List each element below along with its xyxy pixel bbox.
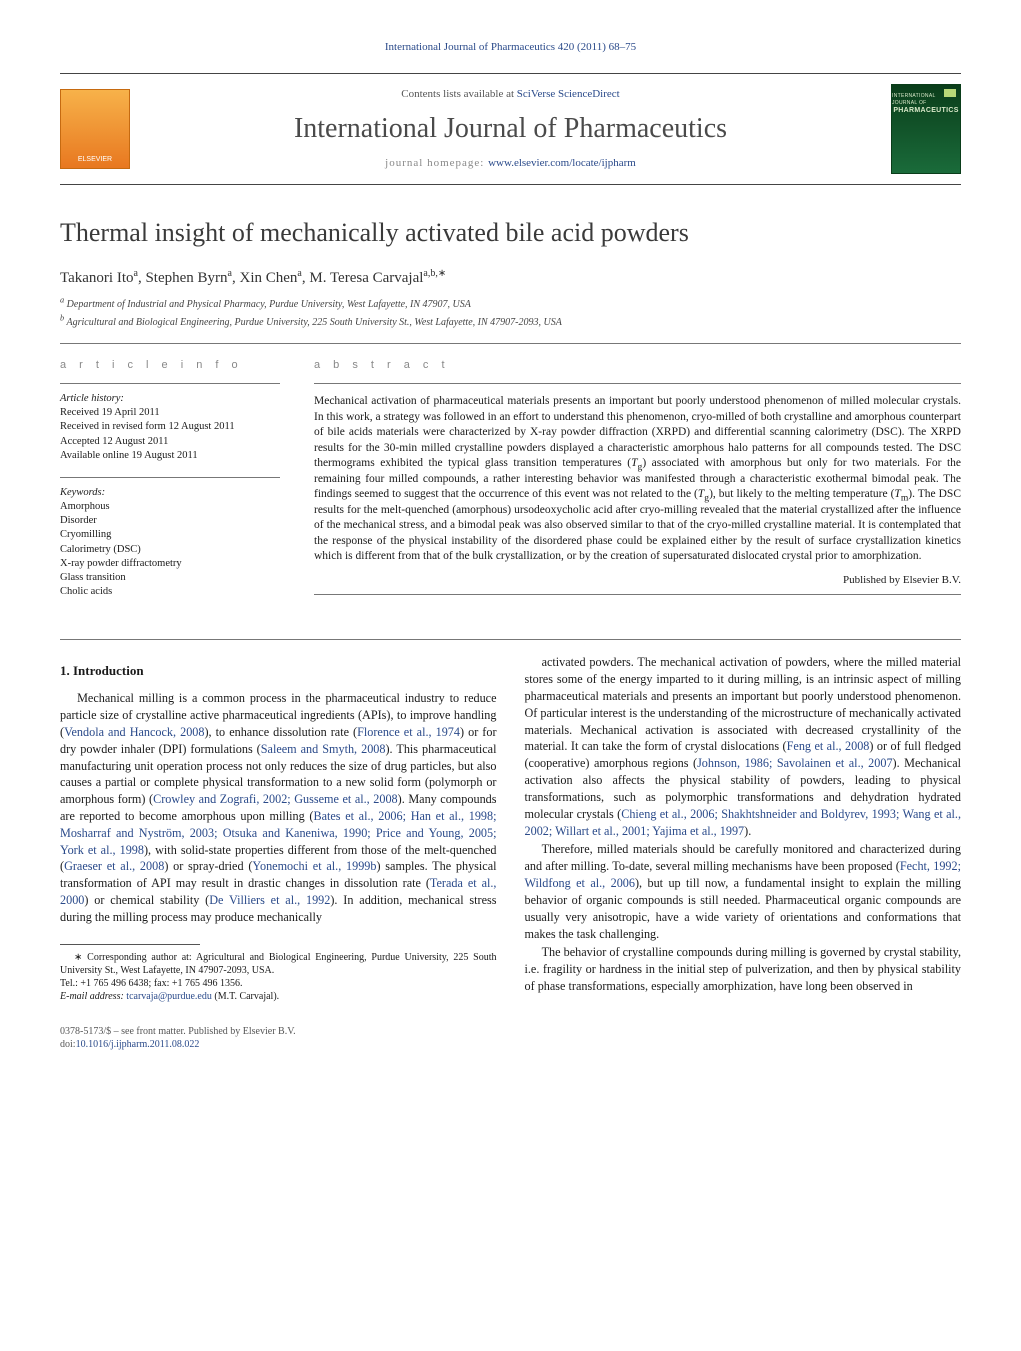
- body-columns: 1. Introduction Mechanical milling is a …: [60, 654, 961, 1005]
- footnote-email-link[interactable]: tcarvaja@purdue.edu: [126, 991, 212, 1002]
- divider: [60, 343, 961, 344]
- citation-link[interactable]: Bates et al., 2006; Han et al., 1998; Mo…: [60, 809, 497, 857]
- citation-link[interactable]: Saleem and Smyth, 2008: [261, 742, 386, 756]
- citation-link[interactable]: Graeser et al., 2008: [64, 859, 164, 873]
- doi-link[interactable]: 10.1016/j.ijpharm.2011.08.022: [76, 1039, 200, 1050]
- keyword: X-ray powder diffractometry: [60, 557, 280, 571]
- history-item: Accepted 12 August 2011: [60, 435, 280, 449]
- keyword: Calorimetry (DSC): [60, 543, 280, 557]
- elsevier-logo-text: ELSEVIER: [78, 155, 112, 164]
- journal-title: International Journal of Pharmaceutics: [148, 110, 873, 148]
- info-abstract-row: a r t i c l e i n f o Article history: R…: [60, 358, 961, 613]
- section-heading-introduction: 1. Introduction: [60, 662, 497, 680]
- keywords-label: Keywords:: [60, 486, 280, 500]
- homepage-link[interactable]: www.elsevier.com/locate/ijpharm: [488, 157, 636, 169]
- keyword: Amorphous: [60, 500, 280, 514]
- journal-cover-thumbnail: INTERNATIONAL JOURNAL OF PHARMACEUTICS: [891, 84, 961, 174]
- keyword: Disorder: [60, 514, 280, 528]
- header-center: Contents lists available at SciVerse Sci…: [148, 87, 873, 170]
- citation-link[interactable]: Crowley and Zografi, 2002; Gusseme et al…: [153, 792, 398, 806]
- citation-link[interactable]: Johnson, 1986; Savolainen et al., 2007: [697, 756, 892, 770]
- homepage-prefix: journal homepage:: [385, 157, 488, 169]
- contents-prefix: Contents lists available at: [401, 88, 516, 100]
- article-title: Thermal insight of mechanically activate…: [60, 215, 961, 250]
- divider: [60, 383, 280, 384]
- footnote-tel: Tel.: +1 765 496 6438; fax: +1 765 496 1…: [60, 978, 243, 989]
- citation-link[interactable]: Feng et al., 2008: [787, 739, 870, 753]
- divider: [60, 477, 280, 478]
- footnote-separator: [60, 944, 200, 945]
- history-item: Received in revised form 12 August 2011: [60, 420, 280, 434]
- history-item: Received 19 April 2011: [60, 406, 280, 420]
- publisher-line: Published by Elsevier B.V.: [314, 573, 961, 588]
- citation-link[interactable]: Vendola and Hancock, 2008: [64, 725, 204, 739]
- keyword: Cryomilling: [60, 528, 280, 542]
- keyword: Cholic acids: [60, 585, 280, 599]
- citation-link[interactable]: Florence et al., 1974: [357, 725, 460, 739]
- contents-line: Contents lists available at SciVerse Sci…: [148, 87, 873, 102]
- citation-link[interactable]: De Villiers et al., 1992: [209, 893, 330, 907]
- keywords-block: Keywords: Amorphous Disorder Cryomilling…: [60, 486, 280, 599]
- body-paragraph: Therefore, milled materials should be ca…: [525, 841, 962, 942]
- footer-doi: doi:10.1016/j.ijpharm.2011.08.022: [60, 1038, 961, 1052]
- divider: [314, 594, 961, 595]
- footer-copyright: 0378-5173/$ – see front matter. Publishe…: [60, 1025, 961, 1039]
- abstract-text: Mechanical activation of pharmaceutical …: [314, 394, 961, 565]
- article-info-column: a r t i c l e i n f o Article history: R…: [60, 358, 280, 613]
- body-paragraph: Mechanical milling is a common process i…: [60, 690, 497, 926]
- article-history-block: Article history: Received 19 April 2011 …: [60, 392, 280, 463]
- footnote-email-label: E-mail address:: [60, 991, 126, 1002]
- abstract-column: a b s t r a c t Mechanical activation of…: [314, 358, 961, 613]
- divider: [314, 383, 961, 384]
- cover-band-icon: [944, 89, 956, 97]
- body-paragraph: The behavior of crystalline compounds du…: [525, 944, 962, 994]
- footnote-email-who: (M.T. Carvajal).: [214, 991, 279, 1002]
- citation-link[interactable]: Fecht, 1992; Wildfong et al., 2006: [525, 859, 962, 890]
- page-footer: 0378-5173/$ – see front matter. Publishe…: [60, 1025, 961, 1052]
- journal-header: ELSEVIER Contents lists available at Sci…: [60, 73, 961, 185]
- affiliation: b Agricultural and Biological Engineerin…: [60, 316, 961, 330]
- abstract-label: a b s t r a c t: [314, 358, 961, 373]
- history-item: Available online 19 August 2011: [60, 449, 280, 463]
- history-label: Article history:: [60, 392, 280, 406]
- cover-label-main: PHARMACEUTICS: [893, 106, 958, 115]
- keyword: Glass transition: [60, 571, 280, 585]
- article-info-label: a r t i c l e i n f o: [60, 358, 280, 373]
- homepage-line: journal homepage: www.elsevier.com/locat…: [148, 156, 873, 171]
- divider: [60, 639, 961, 640]
- elsevier-logo: ELSEVIER: [60, 89, 130, 169]
- body-paragraph: activated powders. The mechanical activa…: [525, 654, 962, 839]
- author-list: Takanori Itoa, Stephen Byrna, Xin Chena,…: [60, 268, 961, 288]
- journal-reference: International Journal of Pharmaceutics 4…: [60, 40, 961, 55]
- doi-label: doi:: [60, 1039, 76, 1050]
- footnote-corr: ∗ Corresponding author at: Agricultural …: [60, 952, 497, 976]
- citation-link[interactable]: Chieng et al., 2006; Shakhtshneider and …: [525, 807, 962, 838]
- corresponding-author-footnote: ∗ Corresponding author at: Agricultural …: [60, 951, 497, 1003]
- affiliation: a Department of Industrial and Physical …: [60, 298, 961, 312]
- citation-link[interactable]: Yonemochi et al., 1999b: [252, 859, 376, 873]
- sciencedirect-link[interactable]: SciVerse ScienceDirect: [517, 88, 620, 100]
